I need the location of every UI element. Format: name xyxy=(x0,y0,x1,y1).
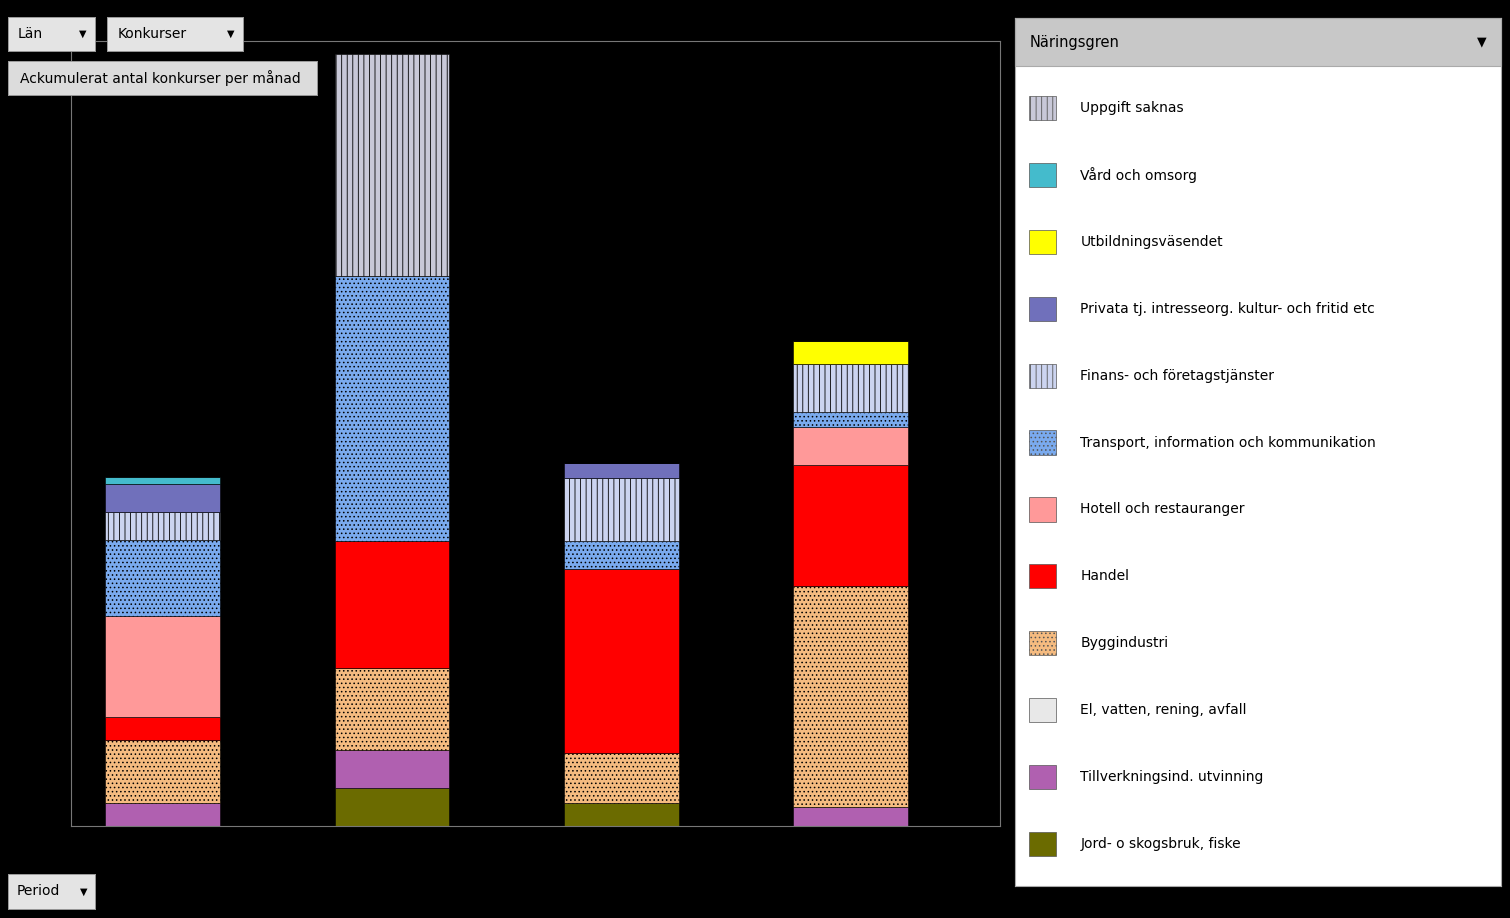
Text: Ackumulerat antal konkurser per månad: Ackumulerat antal konkurser per månad xyxy=(20,70,300,86)
Bar xyxy=(335,275,450,542)
Bar xyxy=(793,364,908,412)
FancyBboxPatch shape xyxy=(1030,765,1055,789)
Bar xyxy=(106,512,220,540)
Bar xyxy=(793,586,908,807)
Text: Konkurser: Konkurser xyxy=(118,27,187,41)
Bar xyxy=(106,740,220,803)
Text: Tillverkningsind. utvinning: Tillverkningsind. utvinning xyxy=(1080,770,1264,784)
Text: El, vatten, rening, avfall: El, vatten, rening, avfall xyxy=(1080,703,1247,717)
Text: Finans- och företagstjänster: Finans- och företagstjänster xyxy=(1080,369,1274,383)
Bar xyxy=(563,542,678,569)
Text: Vård och omsorg: Vård och omsorg xyxy=(1080,167,1197,183)
Bar xyxy=(563,478,678,542)
Bar xyxy=(106,803,220,826)
Bar xyxy=(563,463,678,478)
Text: ▼: ▼ xyxy=(1477,36,1486,49)
Bar xyxy=(106,540,220,616)
Text: Byggindustri: Byggindustri xyxy=(1080,636,1169,650)
Text: Näringsgren: Näringsgren xyxy=(1030,35,1119,50)
FancyBboxPatch shape xyxy=(1030,364,1055,387)
FancyBboxPatch shape xyxy=(1030,565,1055,588)
FancyBboxPatch shape xyxy=(1030,96,1055,120)
Text: Jord- o skogsbruk, fiske: Jord- o skogsbruk, fiske xyxy=(1080,837,1241,851)
Text: Uppgift saknas: Uppgift saknas xyxy=(1080,101,1184,115)
Text: Period: Period xyxy=(17,884,60,899)
Text: Län: Län xyxy=(18,27,44,41)
Bar xyxy=(563,753,678,803)
FancyBboxPatch shape xyxy=(1030,631,1055,655)
Bar xyxy=(335,750,450,789)
Bar xyxy=(793,807,908,826)
Bar xyxy=(793,341,908,364)
Bar xyxy=(793,428,908,465)
FancyBboxPatch shape xyxy=(1030,698,1055,722)
Text: Handel: Handel xyxy=(1080,569,1129,583)
Bar xyxy=(793,412,908,428)
Text: ▼: ▼ xyxy=(80,887,88,896)
Bar xyxy=(335,789,450,826)
FancyBboxPatch shape xyxy=(1015,18,1501,66)
FancyBboxPatch shape xyxy=(1030,230,1055,254)
FancyBboxPatch shape xyxy=(1030,297,1055,321)
Bar xyxy=(793,465,908,586)
Bar xyxy=(106,616,220,717)
Bar xyxy=(335,54,450,275)
Text: Privata tj. intresseorg. kultur- och fritid etc: Privata tj. intresseorg. kultur- och fri… xyxy=(1080,302,1376,316)
Bar xyxy=(335,542,450,668)
Text: Transport, information och kommunikation: Transport, information och kommunikation xyxy=(1080,435,1376,450)
FancyBboxPatch shape xyxy=(1030,498,1055,521)
Text: ▼: ▼ xyxy=(80,29,88,39)
Bar xyxy=(563,569,678,753)
FancyBboxPatch shape xyxy=(1030,431,1055,454)
Bar xyxy=(106,476,220,485)
FancyBboxPatch shape xyxy=(1030,832,1055,856)
Bar xyxy=(563,803,678,826)
Bar xyxy=(106,717,220,740)
Text: Utbildningsväsendet: Utbildningsväsendet xyxy=(1080,235,1223,249)
FancyBboxPatch shape xyxy=(1030,162,1055,187)
Text: Hotell och restauranger: Hotell och restauranger xyxy=(1080,502,1244,517)
Bar xyxy=(106,485,220,512)
Bar xyxy=(335,668,450,750)
Text: ▼: ▼ xyxy=(226,29,234,39)
